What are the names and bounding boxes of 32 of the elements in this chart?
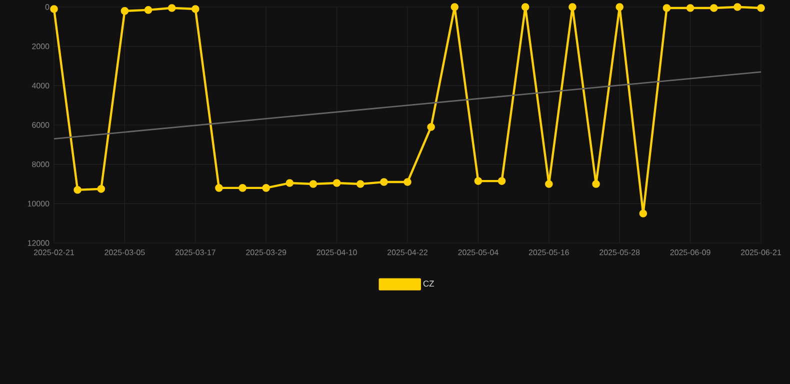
point [686, 4, 694, 12]
point [97, 185, 106, 193]
point [168, 4, 176, 12]
point [309, 180, 318, 188]
point [592, 180, 600, 188]
point [639, 210, 648, 218]
point [192, 5, 200, 13]
point [215, 184, 223, 192]
point [616, 3, 624, 11]
point [144, 6, 152, 14]
point [356, 180, 364, 188]
point [521, 3, 530, 11]
point [545, 180, 553, 188]
point [474, 177, 482, 185]
point [734, 3, 742, 11]
point [74, 186, 82, 194]
point [404, 178, 412, 186]
point [662, 4, 671, 12]
point [427, 123, 435, 131]
point [498, 177, 506, 185]
point [710, 4, 718, 12]
point [568, 3, 576, 11]
point [380, 178, 388, 186]
legend-label: CZ [423, 280, 434, 287]
point [120, 7, 129, 15]
point [50, 5, 58, 13]
point [332, 179, 341, 187]
point [238, 184, 246, 192]
point [286, 179, 294, 187]
point [757, 4, 765, 12]
point [262, 184, 270, 192]
point [450, 3, 459, 11]
